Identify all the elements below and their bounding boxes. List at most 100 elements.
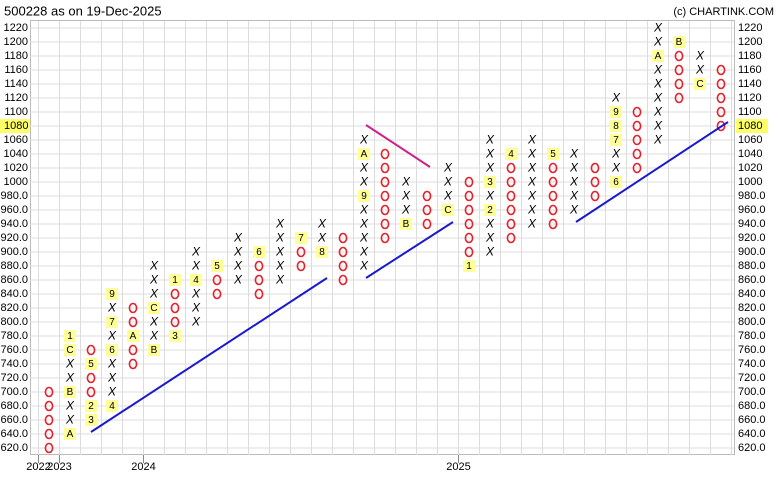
y-tick-label-right: 1000: [738, 176, 762, 188]
month-box: [358, 190, 370, 202]
x-box: X: [359, 203, 369, 217]
o-box: [380, 218, 390, 230]
x-box: X: [485, 147, 495, 161]
x-box: X: [233, 231, 243, 245]
month-label: 9: [109, 289, 115, 300]
trendlines: [90, 121, 729, 433]
o-box: [254, 288, 264, 300]
y-tick-label-right: 780.0: [738, 330, 766, 342]
month-label: 8: [319, 247, 325, 258]
x-box: X: [653, 35, 663, 49]
o-box: [44, 442, 54, 454]
y-tick-label-left: 1140: [4, 78, 28, 90]
y-tick-label-left: 880.0: [0, 260, 28, 272]
month-label: 7: [298, 233, 304, 244]
o-box: [506, 232, 516, 244]
x-box: X: [485, 133, 495, 147]
month-label: 7: [613, 135, 619, 146]
o-box: [338, 260, 348, 272]
y-tick-label-left: 860.0: [0, 274, 28, 286]
x-box: X: [569, 161, 579, 175]
month-label: 2: [487, 205, 493, 216]
y-tick-label-left: 1120: [4, 92, 28, 104]
o-box: [548, 218, 558, 230]
o-box: [422, 218, 432, 230]
x-box: X: [107, 357, 117, 371]
x-box: X: [569, 175, 579, 189]
x-box: X: [527, 161, 537, 175]
o-box: [506, 162, 516, 174]
o-box: [128, 358, 138, 370]
o-box: [170, 302, 180, 314]
pnf-column: [380, 148, 390, 244]
trendline: [365, 124, 431, 168]
credit: (c) CHARTINK.COM: [673, 6, 774, 18]
o-box: [338, 232, 348, 244]
x-box: X: [191, 245, 201, 259]
y-tick-label-left: 620.0: [0, 442, 28, 454]
trendline: [575, 121, 729, 223]
o-box: [464, 176, 474, 188]
y-tick-label-left: 720.0: [0, 372, 28, 384]
o-box: [86, 386, 96, 398]
o-box: [128, 316, 138, 328]
year-label: 2023: [47, 461, 71, 473]
month-box: [127, 330, 139, 342]
month-box: [106, 400, 118, 412]
last-price-label-left: 1080: [4, 120, 28, 132]
y-tick-label-left: 740.0: [0, 358, 28, 370]
x-box: X: [527, 203, 537, 217]
x-box: X: [485, 161, 495, 175]
month-label: C: [696, 79, 703, 90]
o-box: [674, 78, 684, 90]
month-box: [484, 204, 496, 216]
month-label: C: [66, 345, 73, 356]
pnf-column: B: [673, 36, 685, 104]
month-label: 7: [109, 317, 115, 328]
x-box: X: [275, 231, 285, 245]
x-box: X: [653, 91, 663, 105]
month-box: [694, 78, 706, 90]
month-box: [673, 36, 685, 48]
y-tick-label-right: 1120: [738, 92, 762, 104]
y-tick-label-left: 700.0: [0, 386, 28, 398]
x-box: X: [191, 287, 201, 301]
y-tick-label-right: 1200: [738, 36, 762, 48]
x-box: X: [65, 413, 75, 427]
x-box: X: [359, 175, 369, 189]
o-box: [212, 274, 222, 286]
month-box: [211, 260, 223, 272]
y-tick-label-right: 920.0: [738, 232, 766, 244]
year-label: 2025: [446, 461, 470, 473]
pnf-column: CXX: [694, 49, 706, 90]
x-box: X: [107, 385, 117, 399]
x-box: X: [527, 147, 537, 161]
y-tick-label-right: 1220: [738, 22, 762, 34]
month-box: [106, 344, 118, 356]
y-tick-label-right: 680.0: [738, 400, 766, 412]
x-box: X: [275, 245, 285, 259]
month-label: B: [403, 219, 410, 230]
trendline: [90, 277, 328, 433]
x-box: X: [527, 175, 537, 189]
o-box: [464, 190, 474, 202]
month-box: [358, 148, 370, 160]
x-box: X: [317, 217, 327, 231]
o-box: [296, 260, 306, 272]
o-box: [632, 148, 642, 160]
o-box: [380, 232, 390, 244]
month-box: [169, 330, 181, 342]
y-tick-label-left: 1000: [4, 176, 28, 188]
pnf-column: [338, 232, 348, 286]
x-box: X: [65, 371, 75, 385]
o-box: [86, 344, 96, 356]
x-box: X: [359, 259, 369, 273]
x-box: X: [401, 189, 411, 203]
y-tick-label-right: 900.0: [738, 246, 766, 258]
month-label: 1: [172, 275, 178, 286]
